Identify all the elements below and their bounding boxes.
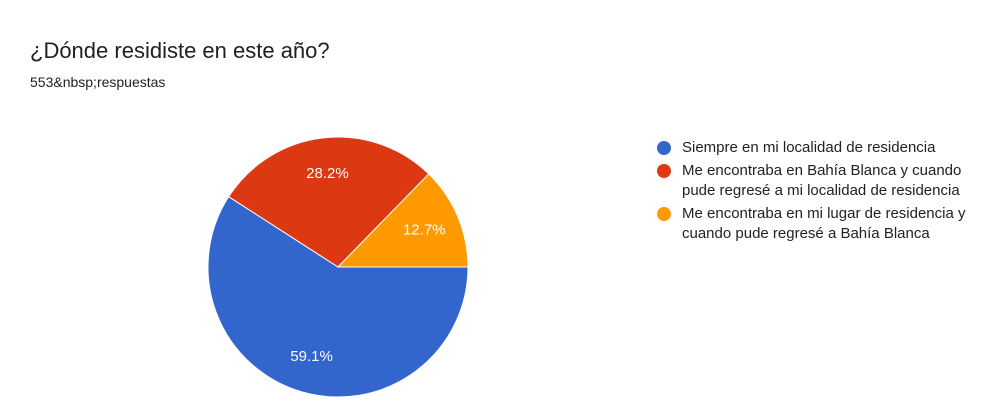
legend-item: Me encontraba en mi lugar de residencia … <box>657 204 987 244</box>
legend-swatch <box>657 164 671 178</box>
legend-label: Siempre en mi localidad de residencia <box>682 139 936 156</box>
legend-swatch <box>657 207 671 221</box>
legend-label: Me encontraba en Bahía Blanca y cuando p… <box>682 162 962 199</box>
chart-title: ¿Dónde residiste en este año? <box>30 38 330 63</box>
chart-subtitle: 553&nbsp;respuestas <box>30 74 166 90</box>
pie-slice <box>207 195 469 398</box>
legend-item: Siempre en mi localidad de residencia <box>657 138 987 158</box>
legend-swatch <box>657 141 671 155</box>
slice-label: 59.1% <box>290 348 333 365</box>
pie-slice <box>227 136 430 268</box>
legend: Siempre en mi localidad de residencia Me … <box>657 138 987 247</box>
legend-item: Me encontraba en Bahía Blanca y cuando p… <box>657 161 987 201</box>
legend-label: Me encontraba en mi lugar de residencia … <box>682 205 966 242</box>
pie-slice <box>336 173 469 268</box>
slice-label: 28.2% <box>306 165 349 182</box>
slice-label: 12.7% <box>403 222 446 239</box>
